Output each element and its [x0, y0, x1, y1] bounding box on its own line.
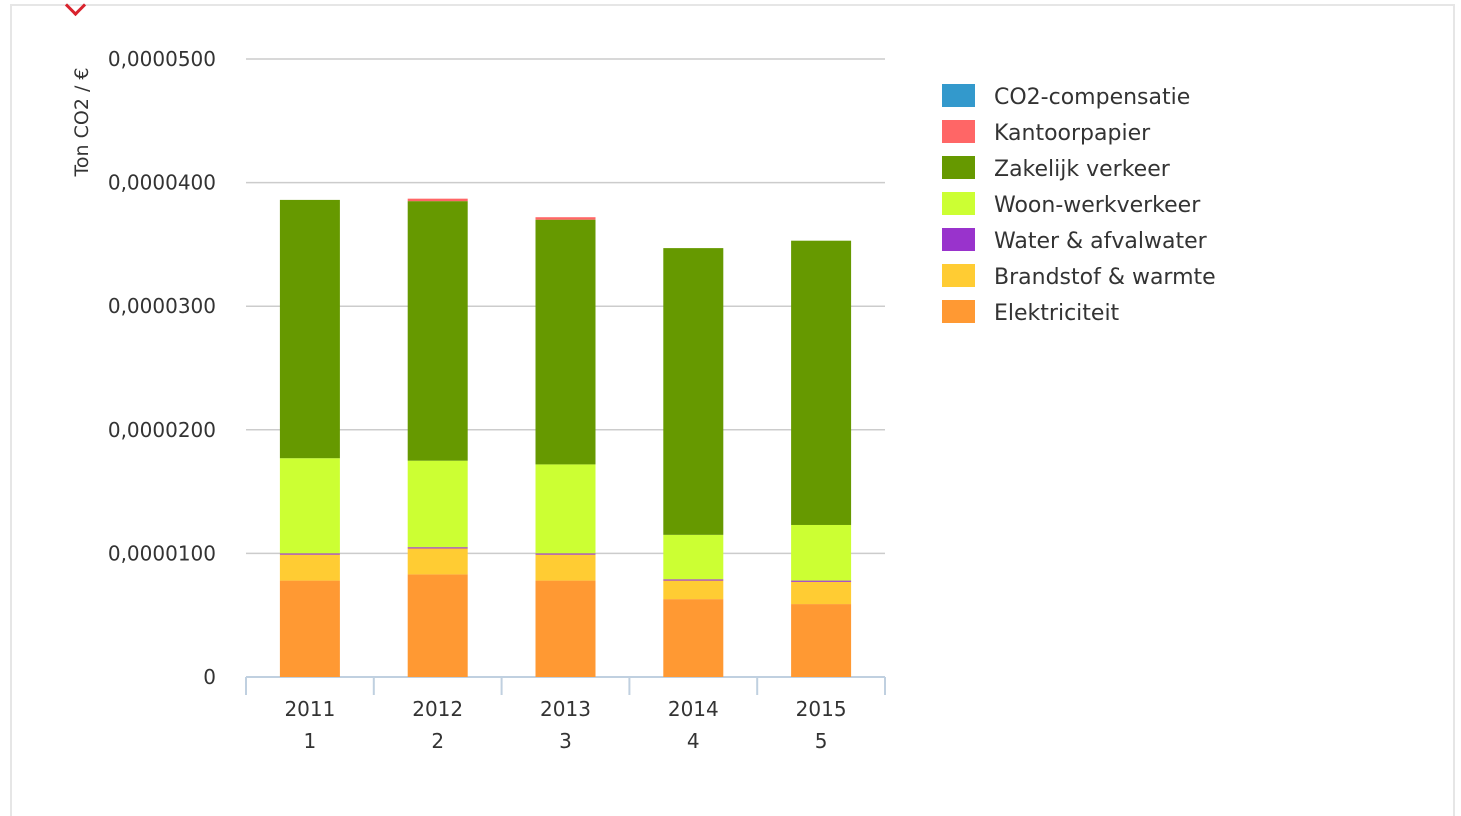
x-tick-label-year: 2012 — [412, 697, 463, 721]
legend-swatch — [942, 192, 975, 215]
bar-segment — [407, 548, 468, 575]
bar-segment — [535, 217, 596, 220]
bar-segment — [791, 524, 852, 581]
legend-label: Water & afvalwater — [994, 229, 1208, 254]
bar-segment — [279, 199, 340, 459]
x-tick-label-index: 2 — [431, 729, 444, 753]
bar-segment — [663, 580, 724, 600]
bar-segment — [791, 240, 852, 525]
y-tick-label: 0,0000200 — [108, 418, 216, 442]
bar-segment — [279, 553, 340, 555]
y-tick-label: 0,0000300 — [108, 294, 216, 318]
bar-segment — [663, 599, 724, 677]
x-tick-label-year: 2011 — [284, 697, 335, 721]
bar-segment — [407, 574, 468, 677]
bar-segment — [535, 553, 596, 555]
legend-label: Elektriciteit — [994, 301, 1120, 326]
y-tick-label: 0,0000500 — [108, 47, 216, 71]
bar-segment — [279, 458, 340, 554]
x-tick-label-index: 3 — [559, 729, 572, 753]
legend-label: CO2-compensatie — [994, 85, 1190, 110]
chart-frame — [10, 0, 1455, 816]
x-tick-label-year: 2015 — [796, 697, 847, 721]
y-axis-title: Ton CO2 / € — [71, 68, 93, 178]
bar-segment — [279, 580, 340, 677]
legend-label: Brandstof & warmte — [994, 265, 1216, 290]
bar-segment — [791, 580, 852, 582]
bar-segment — [663, 534, 724, 580]
x-tick-label-year: 2013 — [540, 697, 591, 721]
legend-swatch — [942, 156, 975, 179]
y-tick-label: 0 — [203, 665, 216, 689]
x-tick-label-index: 1 — [304, 729, 317, 753]
bar-segment — [663, 579, 724, 581]
y-tick-label: 0,0000100 — [108, 541, 216, 565]
x-tick-label-index: 5 — [815, 729, 828, 753]
legend-swatch — [942, 300, 975, 323]
bar-segment — [279, 554, 340, 581]
legend-swatch — [942, 120, 975, 143]
bar-segment — [663, 248, 724, 535]
legend-label: Kantoorpapier — [994, 121, 1151, 146]
bar-segment — [407, 201, 468, 461]
legend-swatch — [942, 84, 975, 107]
bar-segment — [535, 580, 596, 677]
x-tick-label-year: 2014 — [668, 697, 719, 721]
bar-segment — [407, 198, 468, 202]
bar-segment — [407, 547, 468, 549]
bar-segment — [791, 604, 852, 677]
bar-segment — [535, 554, 596, 581]
legend-swatch — [942, 228, 975, 251]
bar-segment — [791, 581, 852, 605]
x-tick-label-index: 4 — [687, 729, 700, 753]
bar-segment — [535, 464, 596, 554]
legend-label: Zakelijk verkeer — [994, 157, 1171, 182]
legend-label: Woon-werkverkeer — [994, 193, 1201, 218]
bar-segment — [535, 219, 596, 465]
legend-swatch — [942, 264, 975, 287]
y-tick-label: 0,0000400 — [108, 171, 216, 195]
bar-segment — [407, 460, 468, 548]
